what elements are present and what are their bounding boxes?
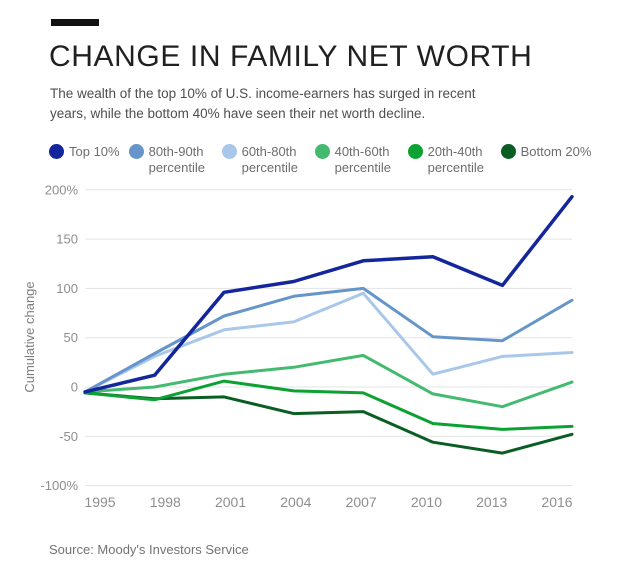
x-tick-label: 1995 — [84, 494, 115, 510]
legend-label: Bottom 20% — [520, 144, 592, 159]
x-tick-label: 2016 — [541, 494, 572, 510]
y-tick-label: 150 — [56, 232, 78, 247]
y-tick-label: 0 — [71, 380, 78, 395]
series-line-80th-90th-percentile — [83, 286, 574, 394]
accent-bar — [51, 19, 99, 26]
legend-dot-icon — [128, 144, 144, 159]
legend-item: 20th-40th percentile — [407, 144, 492, 176]
series-line-40th-60th-percentile — [83, 353, 574, 409]
legend-dot-icon — [500, 144, 516, 159]
legend-item: 80th-90th percentile — [128, 144, 213, 176]
x-tick-label: 1998 — [150, 494, 181, 510]
y-tick-label: 50 — [64, 330, 78, 345]
series-line-bottom-20- — [83, 391, 574, 455]
legend-label: 60th-80th percentile — [241, 144, 298, 175]
legend-label: 20th-40th percentile — [427, 144, 484, 175]
legend-item: Bottom 20% — [500, 144, 592, 160]
legend-label: Top 10% — [69, 144, 120, 159]
y-tick-label: 100 — [56, 281, 78, 296]
legend-label: 80th-90th percentile — [148, 144, 205, 175]
x-tick-label: 2004 — [280, 494, 311, 510]
subtitle-line-1: The wealth of the top 10% of U.S. income… — [50, 86, 476, 101]
subtitle-line-2: years, while the bottom 40% have seen th… — [50, 106, 426, 121]
x-tick-label: 2013 — [476, 494, 507, 510]
y-tick-label: -50 — [59, 429, 78, 444]
legend-dot-icon — [407, 144, 423, 159]
x-tick-label: 2010 — [411, 494, 442, 510]
x-tick-label: 2001 — [215, 494, 246, 510]
legend-dot-icon — [49, 144, 64, 159]
y-axis-title: Cumulative change — [22, 281, 37, 392]
legend-dot-icon — [221, 144, 237, 159]
chart-legend: Top 10% 80th-90th percentile 60th-80th per… — [49, 144, 591, 176]
y-tick-label: -100% — [40, 478, 78, 493]
series-line-60th-80th-percentile — [83, 291, 574, 394]
page-title: CHANGE IN FAMILY NET WORTH — [49, 40, 533, 73]
series-line-20th-40th-percentile — [83, 379, 574, 431]
source-credit: Source: Moody's Investors Service — [49, 542, 249, 557]
legend-item: 60th-80th percentile — [221, 144, 306, 176]
legend-item: Top 10% — [49, 144, 120, 160]
chart-subtitle: The wealth of the top 10% of U.S. income… — [50, 84, 475, 124]
y-tick-label: 200% — [45, 182, 79, 197]
legend-dot-icon — [314, 144, 330, 159]
legend-item: 40th-60th percentile — [314, 144, 399, 176]
legend-label: 40th-60th percentile — [334, 144, 391, 175]
x-tick-label: 2007 — [346, 494, 377, 510]
series-line-top-10- — [83, 194, 574, 394]
